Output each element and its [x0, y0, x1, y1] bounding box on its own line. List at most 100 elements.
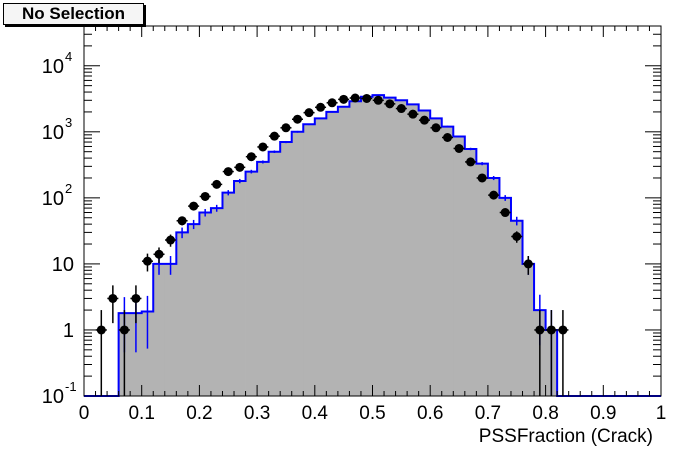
x-tick-label: 0.9	[590, 403, 616, 424]
hist-bar	[164, 263, 177, 396]
hist-bar	[245, 171, 258, 396]
x-tick-label: 0.5	[359, 403, 385, 424]
data-point	[339, 94, 349, 104]
hist-bar	[453, 136, 466, 396]
data-point	[385, 99, 395, 109]
data-point	[523, 259, 533, 269]
hist-bar	[349, 101, 362, 396]
hist-bar	[187, 224, 200, 396]
chart-title: No Selection	[3, 3, 144, 25]
data-point	[235, 162, 245, 172]
data-point	[292, 114, 302, 124]
data-point	[489, 190, 499, 200]
hist-bar	[268, 151, 281, 396]
data-point	[558, 325, 568, 335]
data-point	[142, 256, 152, 266]
data-point	[269, 131, 279, 141]
x-tick-label: 0.2	[186, 403, 212, 424]
x-tick-label: 0.6	[417, 403, 443, 424]
data-point	[154, 249, 164, 259]
hist-bar	[176, 232, 189, 396]
y-tick-exponent: 4	[65, 49, 72, 64]
hist-bar	[407, 104, 420, 396]
hist-bar	[384, 97, 396, 396]
data-point	[189, 201, 199, 211]
data-point	[362, 93, 372, 103]
data-point	[304, 108, 314, 118]
hist-bar	[303, 124, 316, 397]
x-tick-label: 0.1	[128, 403, 154, 424]
x-tick-label: 0	[79, 403, 90, 424]
hist-bar	[314, 118, 327, 396]
y-tick-label: 10	[42, 122, 64, 144]
hist-bar	[441, 126, 454, 396]
hist-bar	[360, 96, 373, 397]
data-point	[96, 325, 106, 335]
data-point	[466, 157, 476, 167]
data-point	[419, 115, 429, 125]
hist-bar	[395, 100, 408, 396]
background-histogram-fill	[118, 95, 558, 397]
data-point	[512, 231, 522, 241]
y-tick-label: 10	[52, 254, 74, 276]
hist-bar	[280, 142, 293, 396]
data-point	[500, 208, 510, 218]
hist-bar	[234, 180, 246, 396]
data-point	[258, 142, 268, 152]
data-point	[223, 167, 233, 177]
x-tick-label: 0.7	[475, 403, 501, 424]
hist-bar	[199, 212, 212, 396]
data-point	[166, 235, 176, 245]
data-point	[443, 133, 453, 143]
x-axis-label: PSSFraction (Crack)	[479, 426, 653, 447]
data-point	[431, 123, 441, 133]
hist-bar	[372, 95, 385, 397]
hist-bar	[141, 311, 154, 396]
data-point	[131, 293, 141, 303]
hist-bar	[430, 118, 443, 396]
hist-bar	[522, 263, 535, 396]
hist-bar	[153, 263, 166, 396]
y-tick-exponent: 2	[65, 181, 72, 196]
data-point	[327, 98, 337, 108]
data-point	[108, 293, 118, 303]
data-point	[408, 109, 418, 119]
data-point	[246, 152, 256, 162]
x-tick-label: 0.4	[302, 403, 329, 424]
data-point	[212, 179, 222, 189]
data-point	[535, 325, 545, 335]
hist-bar	[222, 192, 235, 396]
hist-bar	[326, 111, 339, 397]
data-point	[454, 143, 464, 153]
data-point	[546, 325, 556, 335]
x-tick-label: 1	[656, 403, 667, 424]
hist-bar	[418, 110, 431, 396]
y-tick-label: 10	[42, 188, 64, 210]
hist-bar	[476, 163, 489, 396]
hist-bar	[130, 313, 143, 396]
data-point	[316, 102, 326, 112]
hist-bar	[210, 208, 223, 396]
y-tick-exponent: -1	[65, 379, 77, 394]
hist-bar	[291, 131, 304, 396]
hist-bar	[499, 197, 512, 396]
hist-bar	[487, 177, 500, 396]
x-tick-label: 0.3	[244, 403, 270, 424]
data-point	[350, 93, 360, 103]
hist-bar	[464, 148, 477, 396]
data-point	[200, 191, 210, 201]
data-points	[95, 93, 569, 396]
y-tick-label: 1	[63, 320, 74, 342]
y-tick-label: 10	[42, 386, 64, 408]
data-point	[177, 216, 187, 226]
data-point	[281, 123, 291, 133]
y-tick-exponent: 3	[65, 115, 72, 130]
y-tick-label: 10	[42, 56, 64, 78]
x-tick-label: 0.8	[532, 403, 558, 424]
hist-bar	[510, 220, 523, 396]
hist-bar	[257, 161, 270, 396]
hist-bar	[337, 106, 350, 396]
data-point	[119, 325, 129, 335]
